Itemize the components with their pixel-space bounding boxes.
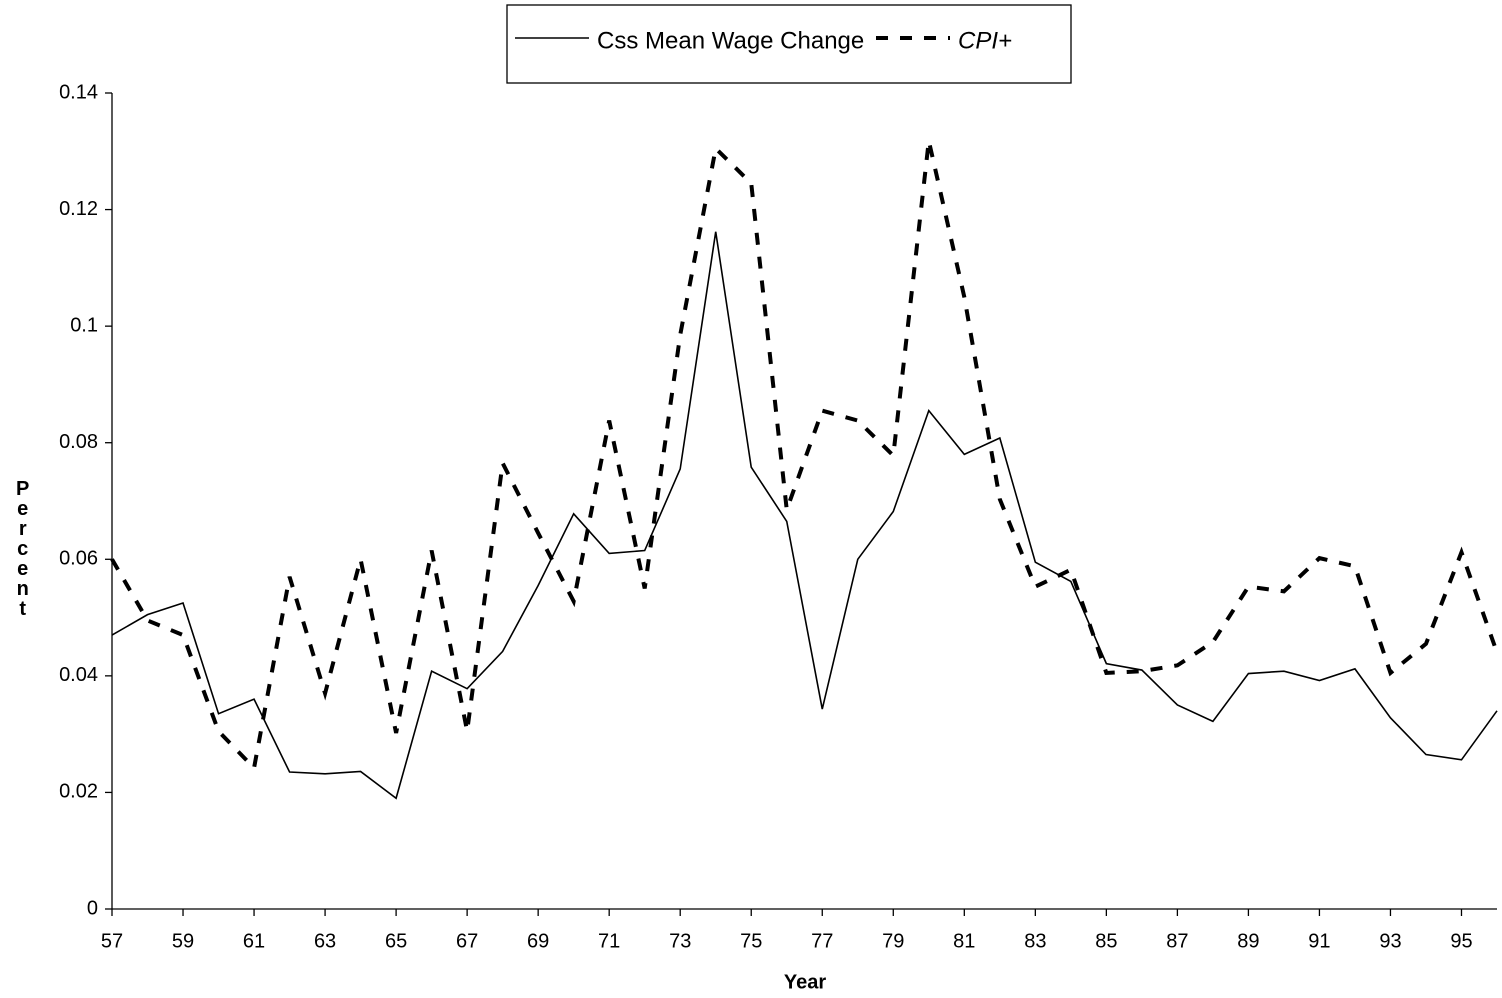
x-tick-label: 87	[1166, 930, 1188, 952]
legend-label: Css Mean Wage Change	[597, 27, 864, 54]
y-tick-label: 0.12	[59, 198, 98, 220]
x-tick-label: 79	[882, 930, 904, 952]
x-tick-label: 73	[669, 930, 691, 952]
y-tick-label: 0.14	[59, 81, 98, 103]
y-tick-label: 0.08	[59, 431, 98, 453]
x-tick-label: 89	[1237, 930, 1259, 952]
x-tick-label: 67	[456, 930, 478, 952]
x-tick-label: 75	[740, 930, 762, 952]
x-tick-label: 71	[598, 930, 620, 952]
legend-label: CPI+	[958, 27, 1012, 54]
legend-box	[506, 4, 1072, 84]
y-tick-label: 0.1	[70, 314, 98, 336]
data-line	[111, 231, 1498, 800]
x-axis-label: Year	[784, 971, 826, 993]
x-tick-label: 77	[811, 930, 833, 952]
x-tick-label: 65	[385, 930, 407, 952]
x-tick-label: 95	[1450, 930, 1472, 952]
x-tick-label: 61	[243, 930, 265, 952]
data-line	[110, 140, 1499, 773]
x-tick-label: 57	[101, 930, 123, 952]
x-tick-label: 59	[172, 930, 194, 952]
x-tick-label: 85	[1095, 930, 1117, 952]
x-tick-label: 63	[314, 930, 336, 952]
x-tick-label: 69	[527, 930, 549, 952]
y-tick-label: 0.04	[59, 664, 98, 686]
y-tick-label: 0.02	[59, 781, 98, 803]
x-tick-label: 91	[1308, 930, 1330, 952]
x-tick-label: 83	[1024, 930, 1046, 952]
y-tick-label: 0	[87, 897, 98, 919]
y-axis-label: Percent	[12, 478, 34, 618]
x-tick-label: 81	[953, 930, 975, 952]
y-tick-label: 0.06	[59, 548, 98, 570]
x-tick-label: 93	[1379, 930, 1401, 952]
